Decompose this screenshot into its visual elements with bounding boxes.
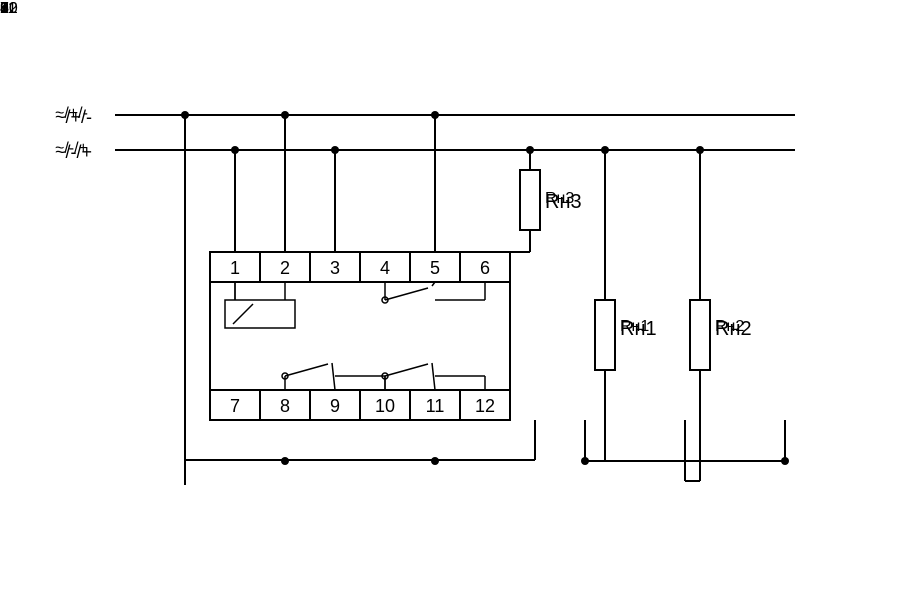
svg-text:Rн2: Rн2 <box>715 318 752 340</box>
svg-text:3: 3 <box>330 258 340 278</box>
svg-text:Rн1: Rн1 <box>620 318 657 340</box>
svg-text:7: 7 <box>230 396 240 416</box>
svg-text:6: 6 <box>480 258 490 278</box>
svg-text:Rн3: Rн3 <box>545 191 582 213</box>
svg-text:1: 1 <box>230 258 240 278</box>
svg-text:10: 10 <box>375 396 395 416</box>
svg-text:5: 5 <box>430 258 440 278</box>
svg-text:8: 8 <box>280 396 290 416</box>
svg-text:9: 9 <box>330 396 340 416</box>
svg-text:4: 4 <box>380 258 390 278</box>
svg-text:~/-/+: ~/-/+ <box>55 142 92 162</box>
svg-text:11: 11 <box>426 396 445 416</box>
svg-text:~/+/-: ~/+/- <box>55 107 92 127</box>
svg-text:12: 12 <box>475 396 495 416</box>
svg-text:2: 2 <box>280 258 290 278</box>
